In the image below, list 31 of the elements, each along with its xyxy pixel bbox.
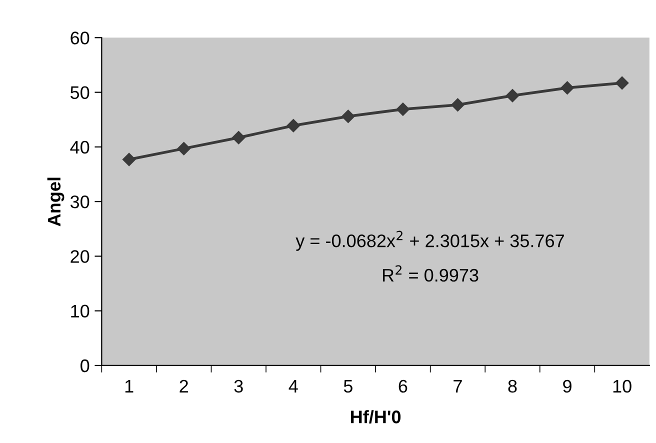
y-tick-label: 20 bbox=[70, 250, 90, 263]
point bbox=[396, 102, 410, 116]
point bbox=[232, 131, 246, 144]
point bbox=[451, 98, 464, 112]
point bbox=[615, 76, 629, 90]
x-tick-label: 3 bbox=[234, 380, 243, 393]
point bbox=[177, 142, 190, 156]
x-tick-label: 2 bbox=[180, 380, 188, 392]
x-tick-label: 9 bbox=[563, 380, 572, 393]
x-tick-label: 10 bbox=[613, 380, 632, 393]
annotation: y = -0.0682x$^{2}$ + 2.3015x + 35.767 bbox=[296, 230, 564, 251]
point bbox=[122, 152, 136, 166]
point bbox=[286, 119, 300, 132]
annotation: R$^{2}$ = 0.9973 bbox=[382, 265, 478, 282]
y-tick-label: 30 bbox=[70, 196, 90, 208]
x-tick-label: 1 bbox=[125, 380, 134, 392]
x-tick-label: 4 bbox=[288, 380, 298, 392]
y-tick-label: 50 bbox=[70, 86, 90, 100]
x-tick-label: 5 bbox=[344, 380, 352, 393]
y-tick-label: 0 bbox=[80, 359, 90, 372]
y-tick-label: 40 bbox=[70, 140, 90, 154]
point bbox=[506, 88, 520, 102]
x-tick-label: 8 bbox=[508, 380, 517, 393]
point bbox=[560, 81, 574, 95]
x-tick-label: 6 bbox=[398, 380, 408, 393]
y-tick-label: 60 bbox=[70, 32, 90, 44]
y-tick-label: 10 bbox=[71, 304, 90, 318]
y-axis-title: Angel bbox=[47, 178, 64, 226]
point bbox=[342, 110, 355, 123]
x-axis-title: Hf/H'0 bbox=[351, 410, 401, 424]
x-tick-label: 7 bbox=[454, 380, 462, 392]
